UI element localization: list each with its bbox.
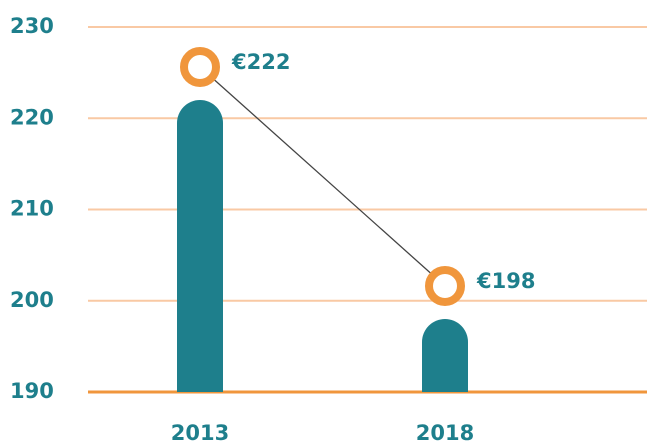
- y-tick-label: 190: [10, 379, 54, 403]
- y-tick-label: 220: [10, 105, 54, 129]
- data-label: €222: [231, 50, 290, 74]
- point-marker: [180, 47, 220, 87]
- x-tick-label: 2018: [416, 421, 474, 445]
- bar: [422, 319, 468, 392]
- point-marker: [425, 266, 465, 306]
- trend-line: [199, 66, 446, 287]
- y-tick-label: 200: [10, 288, 54, 312]
- x-tick-label: 2013: [171, 421, 229, 445]
- y-tick-label: 210: [10, 197, 54, 221]
- bar: [177, 100, 223, 393]
- y-tick-label: 230: [10, 14, 54, 38]
- data-label: €198: [476, 269, 535, 293]
